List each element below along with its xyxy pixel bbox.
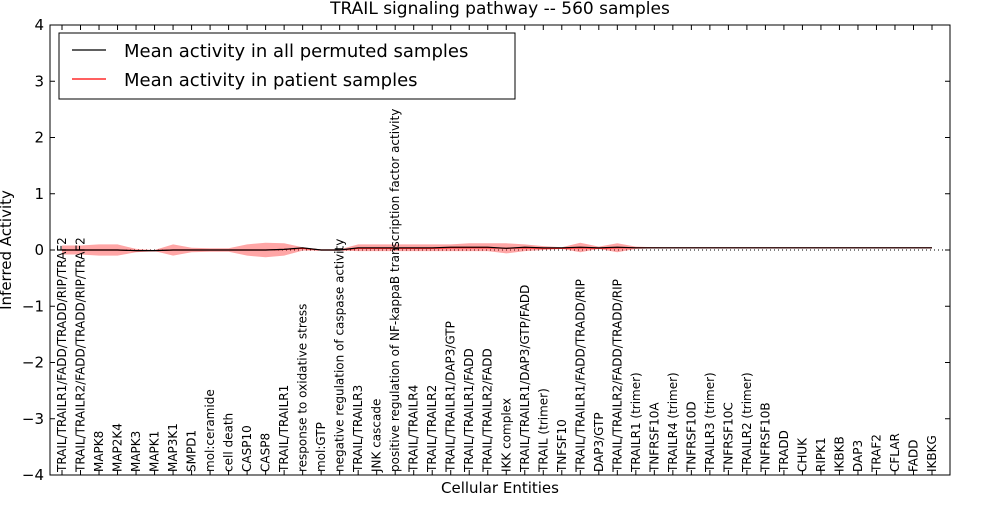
x-category-label: TRAILR1 (trimer) bbox=[629, 372, 643, 473]
x-category-label: TRAIL (trimer) bbox=[536, 388, 550, 473]
x-category-label: DAP3/GTP bbox=[592, 412, 606, 472]
x-category-label: IKBKB bbox=[832, 436, 846, 472]
y-tick-label: −1 bbox=[22, 297, 44, 315]
y-tick-label: −4 bbox=[22, 466, 44, 484]
x-category-label: TRAIL/TRAILR1/DAP3/GTP/FADD bbox=[518, 285, 532, 473]
y-tick-label: 0 bbox=[34, 241, 44, 259]
x-category-label: DAP3 bbox=[851, 440, 865, 472]
x-category-label: JNK cascade bbox=[370, 399, 384, 473]
x-category-label: negative regulation of caspase activity bbox=[333, 239, 347, 472]
x-category-label: TRAILR3 (trimer) bbox=[703, 372, 717, 473]
x-category-label: TRADD bbox=[777, 430, 791, 473]
y-tick-label: −3 bbox=[22, 410, 44, 428]
x-category-label: MAPK1 bbox=[148, 431, 162, 472]
x-category-label: IKBKG bbox=[925, 435, 939, 472]
x-category-label: TRAIL/TRAILR1 bbox=[277, 385, 291, 473]
x-category-label: SMPD1 bbox=[185, 430, 199, 472]
x-category-label: TNFRSF10D bbox=[684, 401, 698, 473]
x-category-label: TRAIL/TRAILR3 bbox=[351, 385, 365, 473]
y-tick-label: 3 bbox=[34, 72, 44, 90]
x-category-label: RIPK1 bbox=[814, 437, 828, 472]
x-axis-label: Cellular Entities bbox=[441, 479, 559, 497]
y-tick-label: 2 bbox=[34, 129, 44, 147]
x-category-label: TRAIL/TRAILR1/DAP3/GTP bbox=[444, 321, 458, 473]
x-category-label: TRAIL/TRAILR1/FADD/TRADD/RIP bbox=[573, 279, 587, 473]
y-axis-label: Inferred Activity bbox=[0, 190, 15, 310]
x-category-label: positive regulation of NF-kappaB transcr… bbox=[388, 109, 402, 472]
x-category-label: TNFSF10 bbox=[555, 419, 569, 473]
x-category-label: CFLAR bbox=[888, 433, 902, 472]
x-category-label: MAPK8 bbox=[92, 431, 106, 472]
x-category-label: TRAIL/TRAILR2/FADD bbox=[481, 348, 495, 473]
x-category-label: TRAIL/TRAILR1/FADD/TRADD/RIP/TRAF2 bbox=[55, 237, 69, 473]
y-tick-label: 1 bbox=[34, 185, 44, 203]
x-category-label: FADD bbox=[907, 440, 921, 473]
legend-label-permuted: Mean activity in all permuted samples bbox=[124, 41, 468, 62]
x-category-label: MAP2K4 bbox=[111, 423, 125, 472]
x-category-label: TRAIL/TRAILR2 bbox=[425, 385, 439, 473]
x-category-label: TRAILR4 (trimer) bbox=[666, 372, 680, 473]
x-category-label: TRAIL/TRAILR2/FADD/TRADD/RIP bbox=[610, 279, 624, 473]
series-line-permuted bbox=[62, 246, 932, 252]
x-category-label: TNFRSF10A bbox=[647, 402, 661, 473]
chart-title: TRAIL signaling pathway -- 560 samples bbox=[329, 0, 670, 19]
x-category-label: CHUK bbox=[795, 437, 809, 472]
x-category-label: TRAILR2 (trimer) bbox=[740, 372, 754, 473]
x-category-label: mol:ceramide bbox=[203, 389, 217, 472]
x-category-label: TRAIL/TRAILR1/FADD bbox=[462, 348, 476, 473]
x-category-label: TRAIL/TRAILR2/FADD/TRADD/RIP/TRAF2 bbox=[74, 237, 88, 473]
x-category-label: MAPK3 bbox=[129, 431, 143, 472]
x-category-label: CASP8 bbox=[259, 433, 273, 472]
legend-label-patient: Mean activity in patient samples bbox=[124, 70, 418, 91]
legend: Mean activity in all permuted samples Me… bbox=[58, 32, 516, 100]
x-category-label: TNFRSF10B bbox=[758, 402, 772, 473]
x-category-label: mol:GTP bbox=[314, 422, 328, 472]
x-category-label: CASP10 bbox=[240, 425, 254, 472]
x-category-label: TNFRSF10C bbox=[721, 402, 735, 473]
x-category-label: IKK complex bbox=[499, 398, 513, 472]
x-category-label: TRAF2 bbox=[870, 434, 884, 473]
x-category-label: response to oxidative stress bbox=[296, 304, 310, 472]
x-category-label: cell death bbox=[222, 413, 236, 472]
x-category-label: TRAIL/TRAILR4 bbox=[407, 385, 421, 473]
y-tick-label: 4 bbox=[34, 16, 44, 34]
x-category-label: MAP3K1 bbox=[166, 423, 180, 472]
patient-activity-band bbox=[62, 242, 932, 258]
axes-frame bbox=[49, 24, 951, 476]
y-tick-label: −2 bbox=[22, 354, 44, 372]
